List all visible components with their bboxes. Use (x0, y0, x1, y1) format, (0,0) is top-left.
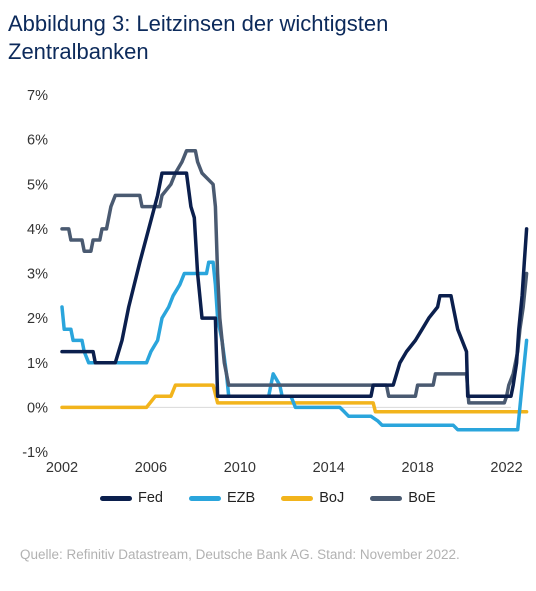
legend-swatch (100, 495, 132, 501)
y-tick-label: 5% (27, 177, 48, 193)
series-line-boj (60, 383, 529, 414)
legend-label: BoE (408, 490, 436, 506)
x-tick-label: 2018 (402, 460, 434, 476)
chart-legend: Fed EZB BoJ BoE (100, 490, 462, 506)
x-tick-label: 2010 (224, 460, 256, 476)
x-axis: 2002 2006 2010 2014 2018 2022 (46, 460, 523, 476)
legend-item-ezb: EZB (189, 490, 255, 506)
legend-item-boe: BoE (370, 490, 436, 506)
y-tick-label: 2% (27, 311, 48, 327)
legend-item-fed: Fed (100, 490, 163, 506)
y-tick-label: 0% (27, 400, 48, 416)
x-tick-label: 2014 (313, 460, 345, 476)
y-tick-label: 6% (27, 133, 48, 149)
y-tick-label: 1% (27, 356, 48, 372)
legend-label: BoJ (319, 490, 345, 506)
y-tick-label: 3% (27, 267, 48, 283)
x-tick-label: 2006 (135, 460, 167, 476)
y-tick-label: 4% (27, 222, 48, 238)
series-line-boe (60, 149, 529, 405)
source-note: Quelle: Refinitiv Datastream, Deutsche B… (20, 547, 460, 562)
x-tick-label: 2022 (490, 460, 522, 476)
series-line-fed (60, 171, 529, 398)
y-axis: -1% 0% 1% 2% 3% 4% 5% 6% 7% (22, 88, 48, 461)
legend-swatch (370, 495, 403, 501)
series-line-ezb (60, 260, 529, 432)
legend-swatch (189, 495, 221, 501)
y-tick-label: -1% (22, 445, 48, 461)
x-tick-label: 2002 (46, 460, 78, 476)
legend-swatch (281, 495, 314, 501)
chart-title: Abbildung 3: Leitzinsen der wichtigsten … (8, 11, 389, 64)
y-tick-label: 7% (27, 88, 48, 104)
legend-label: Fed (138, 490, 163, 506)
legend-label: EZB (227, 490, 256, 506)
series-lines (60, 149, 529, 432)
legend-item-boj: BoJ (281, 490, 344, 506)
